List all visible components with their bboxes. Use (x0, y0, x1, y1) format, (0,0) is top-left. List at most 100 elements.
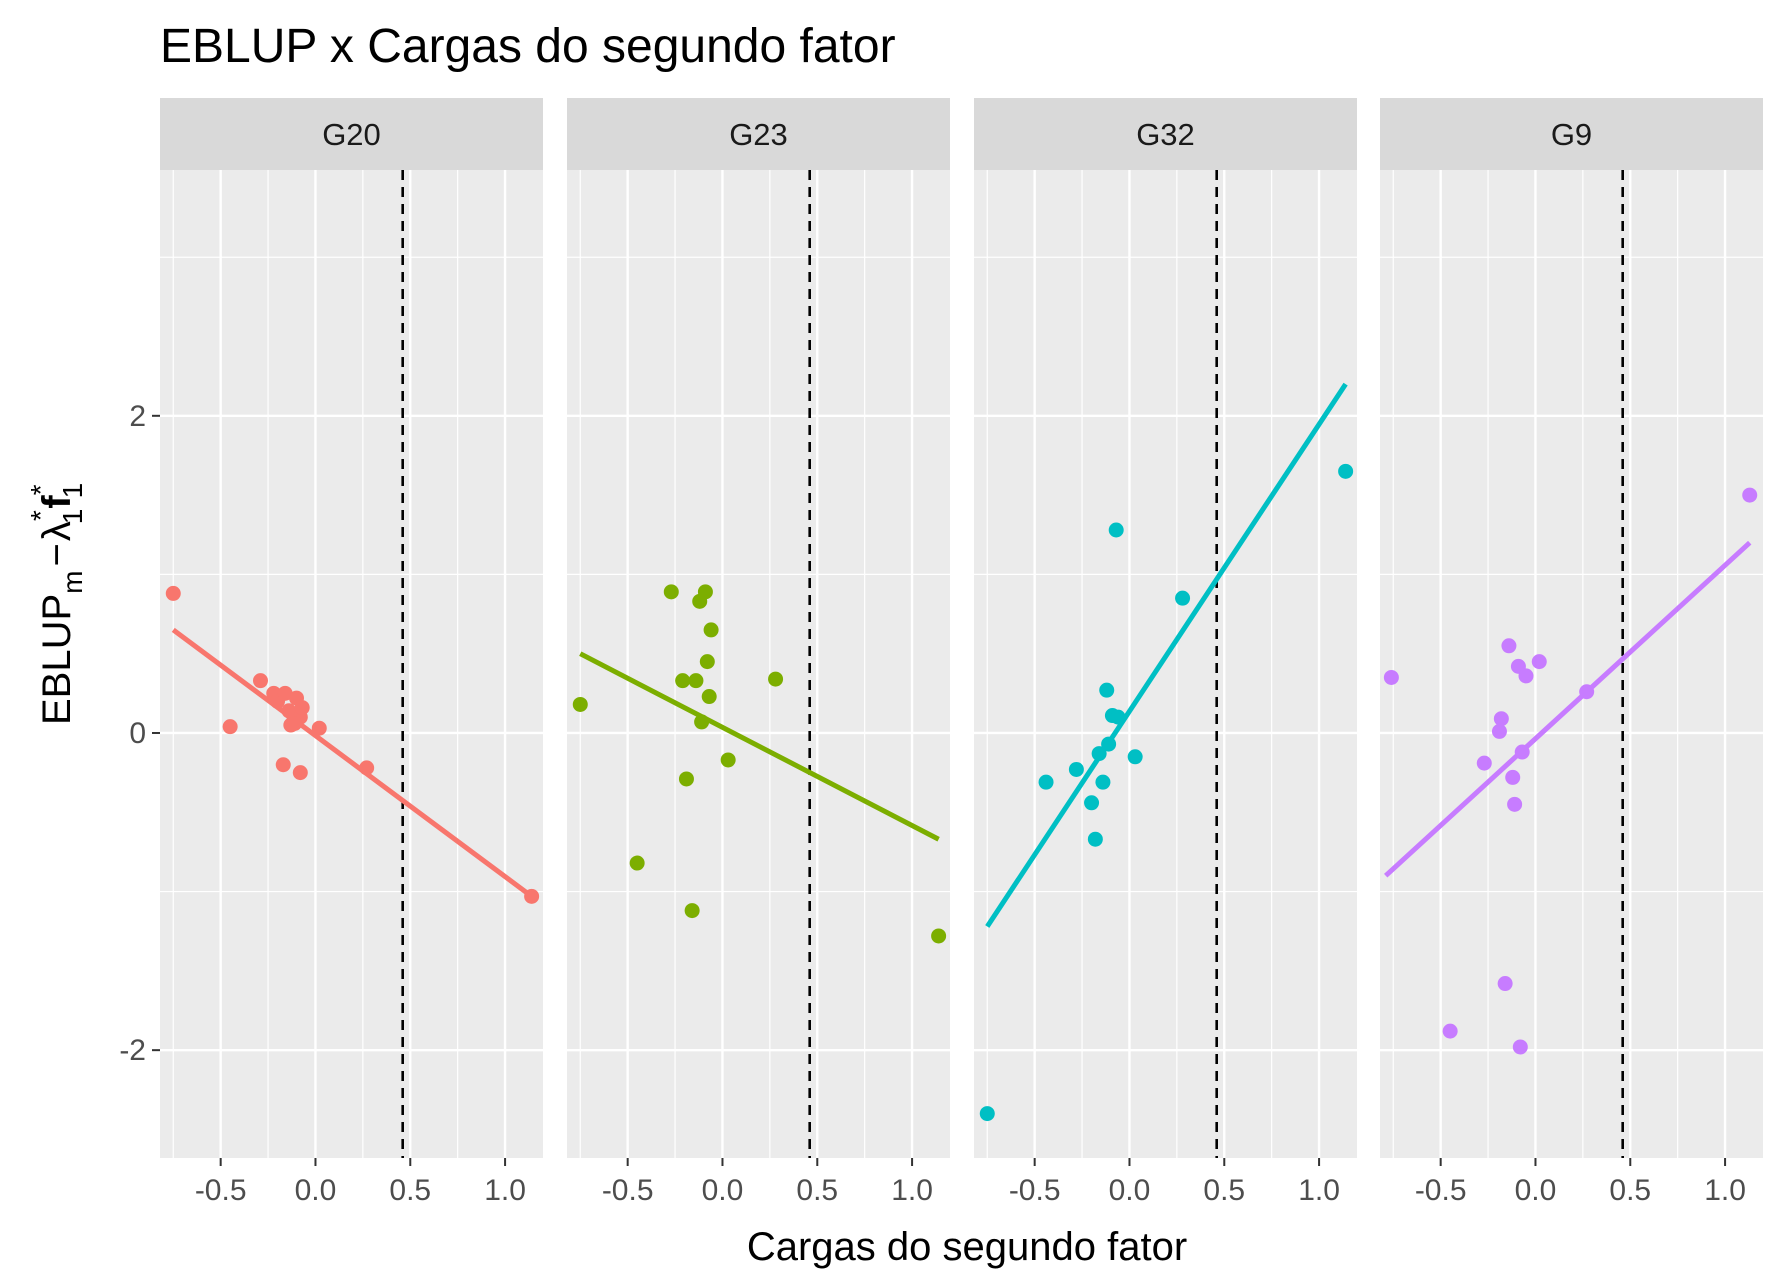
x-tick-label: 0.0 (1109, 1174, 1151, 1207)
data-point (979, 1106, 995, 1122)
x-tick-label: -0.5 (602, 1174, 654, 1207)
data-point (222, 719, 238, 735)
y-tick-label: 2 (129, 400, 146, 433)
facet-strip (1380, 98, 1763, 170)
data-point (1110, 709, 1126, 725)
data-point (1338, 463, 1354, 479)
data-point (292, 765, 308, 781)
data-point (694, 714, 710, 730)
fit-line (171, 627, 534, 899)
y-tick-label: 0 (129, 717, 146, 750)
data-point (1099, 682, 1115, 698)
panel-g9: G9 -0.5 0.0 0.5 1.0 (1380, 98, 1763, 1207)
data-point (931, 928, 947, 944)
x-tick-label: 0.0 (295, 1174, 337, 1207)
x-tick-label: -0.5 (195, 1174, 247, 1207)
chart-title: EBLUP x Cargas do segundo fator (160, 20, 896, 73)
facet-panels: G20 -0.5 0.0 0.5 1.0 G23 -0.5 0.0 0.5 1.0 G32 -0.5 0… (160, 98, 1763, 1207)
data-point (675, 673, 691, 689)
data-point (1091, 746, 1107, 762)
y-title-eblup: EBLUP (35, 594, 79, 725)
x-tick-label: 0.5 (1609, 1174, 1651, 1207)
data-point (699, 654, 715, 670)
panel-background (160, 170, 543, 1158)
data-point (663, 584, 679, 600)
x-tick-label: -0.5 (1415, 1174, 1467, 1207)
data-point (277, 685, 293, 701)
panel-g32: G32 -0.5 0.0 0.5 1.0 (974, 98, 1357, 1207)
x-tick-label: 0.0 (1515, 1174, 1557, 1207)
data-point (1095, 774, 1111, 790)
panel-background (567, 170, 950, 1158)
y-tick-label: -2 (119, 1034, 146, 1067)
facet-strip (160, 98, 543, 170)
data-point (1068, 761, 1084, 777)
x-tick-label: 0.5 (796, 1174, 838, 1207)
data-point (1108, 522, 1124, 538)
data-point (629, 855, 645, 871)
x-tick-label: 1.0 (1298, 1174, 1340, 1207)
data-point (294, 700, 310, 716)
data-point (1514, 744, 1530, 760)
facet-label: G32 (1136, 117, 1195, 152)
data-point (1127, 749, 1143, 765)
data-point (359, 760, 375, 776)
data-point (688, 673, 704, 689)
fit-line (985, 382, 1348, 928)
data-point (252, 673, 268, 689)
panel-background (1380, 170, 1763, 1158)
data-point (524, 888, 540, 904)
x-tick-label: 1.0 (891, 1174, 933, 1207)
data-point (1476, 755, 1492, 771)
facet-strip (567, 98, 950, 170)
facet-label: G9 (1551, 117, 1592, 152)
data-point (275, 757, 291, 773)
data-point (1507, 796, 1523, 812)
data-point (1491, 723, 1507, 739)
y-title-star-1: * (25, 510, 56, 521)
data-point (720, 752, 736, 768)
y-axis: -2 0 2 (119, 400, 160, 1067)
facet-strip (974, 98, 1357, 170)
x-tick-label: 1.0 (484, 1174, 526, 1207)
y-title-lambda: λ (35, 521, 79, 541)
y-title-minus: − (35, 543, 79, 566)
data-point (1442, 1023, 1458, 1039)
data-point (1531, 654, 1547, 670)
fit-line (579, 651, 940, 842)
data-point (684, 903, 700, 919)
panel-plot-area (567, 170, 950, 1158)
fit-line (1384, 540, 1752, 878)
y-axis-title-text: EBLUPm−λ*1f*1 (25, 483, 88, 725)
data-point (701, 689, 717, 705)
data-point (1518, 668, 1534, 684)
panel-plot-area (160, 170, 543, 1158)
data-point (165, 585, 181, 601)
data-point (572, 696, 588, 712)
y-title-star-2: * (25, 484, 56, 495)
data-point (1087, 831, 1103, 847)
facet-label: G20 (322, 117, 381, 152)
data-point (1175, 590, 1191, 606)
y-title-sub-1: 1 (57, 509, 88, 525)
data-point (1505, 769, 1521, 785)
panel-plot-area (1380, 170, 1763, 1158)
data-point (1497, 976, 1513, 992)
data-point (1101, 736, 1117, 752)
data-point (1383, 669, 1399, 685)
data-point (287, 715, 303, 731)
y-axis-title: EBLUPm−λ*1f*1 (25, 483, 88, 725)
data-point (311, 720, 327, 736)
x-tick-label: 0.5 (1203, 1174, 1245, 1207)
y-title-sub-2: 1 (57, 483, 88, 499)
panel-plot-area (974, 170, 1357, 1158)
x-tick-label: 0.5 (389, 1174, 431, 1207)
data-point (1084, 795, 1100, 811)
panel-g23: G23 -0.5 0.0 0.5 1.0 (567, 98, 950, 1207)
data-point (678, 771, 694, 787)
data-point (1742, 487, 1758, 503)
facet-label: G23 (729, 117, 788, 152)
data-point (703, 622, 719, 638)
data-point (1579, 684, 1595, 700)
